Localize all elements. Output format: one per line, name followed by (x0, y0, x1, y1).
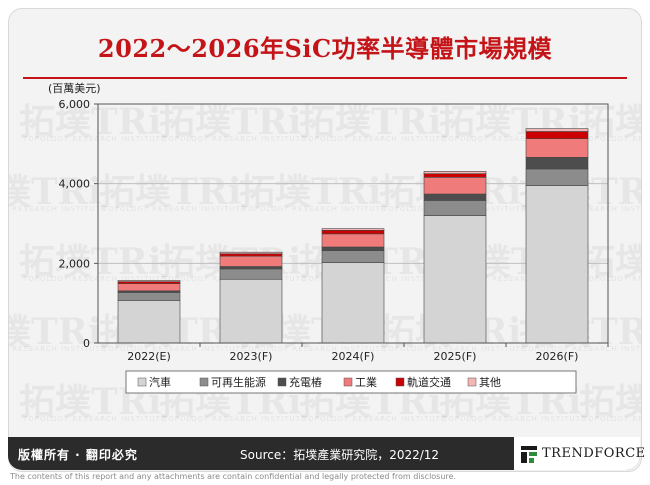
bar-segment (117, 292, 181, 301)
legend-label: 其他 (479, 376, 501, 389)
trendforce-icon (521, 446, 537, 463)
legend-swatch (395, 377, 405, 387)
y-tick-label: 2,000 (59, 257, 91, 270)
x-tick-label: 2022(E) (127, 350, 171, 363)
bar-segment (321, 228, 385, 231)
bar-segment (423, 215, 487, 344)
bar-segment (219, 251, 283, 255)
bar-segment (525, 128, 589, 132)
bar-segment (321, 229, 385, 235)
bar-segment (321, 233, 385, 248)
disclaimer-text: The contents of this report and any atta… (10, 472, 456, 481)
bar-segment (525, 168, 589, 186)
brand-name: TRENDFORCE (542, 446, 646, 461)
legend-label: 工業 (355, 376, 377, 389)
brand-logo: TRENDFORCE (514, 437, 645, 470)
bar-segment (219, 268, 283, 280)
bar-segment (525, 131, 589, 139)
bar-segment (219, 278, 283, 344)
title-divider (23, 77, 627, 79)
bar-segment (219, 266, 283, 270)
y-tick-label: 0 (83, 337, 90, 350)
x-tick-label: 2023(F) (230, 350, 273, 363)
y-unit-label: (百萬美元) (48, 82, 101, 95)
x-tick-label: 2026(F) (536, 350, 579, 363)
bar-segment (321, 250, 385, 263)
bar-segment (321, 246, 385, 251)
chart-title: 2022～2026年SiC功率半導體市場規模 (97, 34, 553, 63)
bar-segment (423, 193, 487, 201)
plot-frame (97, 103, 609, 344)
legend: 汽車 可再生能源 充電樁 工業 軌道交通 其他 (125, 370, 577, 394)
legend-swatch (467, 377, 477, 387)
bar-segment (117, 300, 181, 344)
legend-swatch (199, 377, 209, 387)
bar-segment (117, 280, 181, 282)
source-text: Source：拓墣產業研究院，2022/12 (240, 448, 440, 462)
bar-segment (423, 200, 487, 216)
bar-segment (525, 157, 589, 170)
bar-segment (423, 176, 487, 195)
legend-label: 軌道交通 (407, 375, 451, 389)
legend-swatch (343, 377, 353, 387)
bar-segment (117, 283, 181, 292)
bars (117, 128, 589, 344)
x-tick-label: 2025(F) (434, 350, 477, 363)
bar-segment (219, 255, 283, 267)
bar-segment (219, 253, 283, 257)
legend-label: 充電樁 (289, 375, 322, 389)
axes: 0 2,000 4,000 6,000 2022(E) 2023(F) 2024(F) 202… (59, 98, 609, 363)
bar-segment (423, 171, 487, 175)
bar-segment (525, 185, 589, 344)
legend-swatch (137, 377, 147, 387)
y-tick-label: 4,000 (59, 178, 91, 191)
bar-segment (423, 173, 487, 178)
y-tick-label: 6,000 (59, 98, 91, 111)
legend-label: 汽車 (149, 375, 171, 389)
copyright-text: 版權所有 · 翻印必究 (18, 448, 138, 462)
footer-bar: 版權所有 · 翻印必究 Source：拓墣產業研究院，2022/12 TREND… (8, 437, 645, 470)
x-tick-label: 2024(F) (332, 350, 375, 363)
bar-segment (321, 262, 385, 344)
bar-segment (525, 138, 589, 158)
legend-swatch (277, 377, 287, 387)
legend-label: 可再生能源 (211, 375, 266, 389)
